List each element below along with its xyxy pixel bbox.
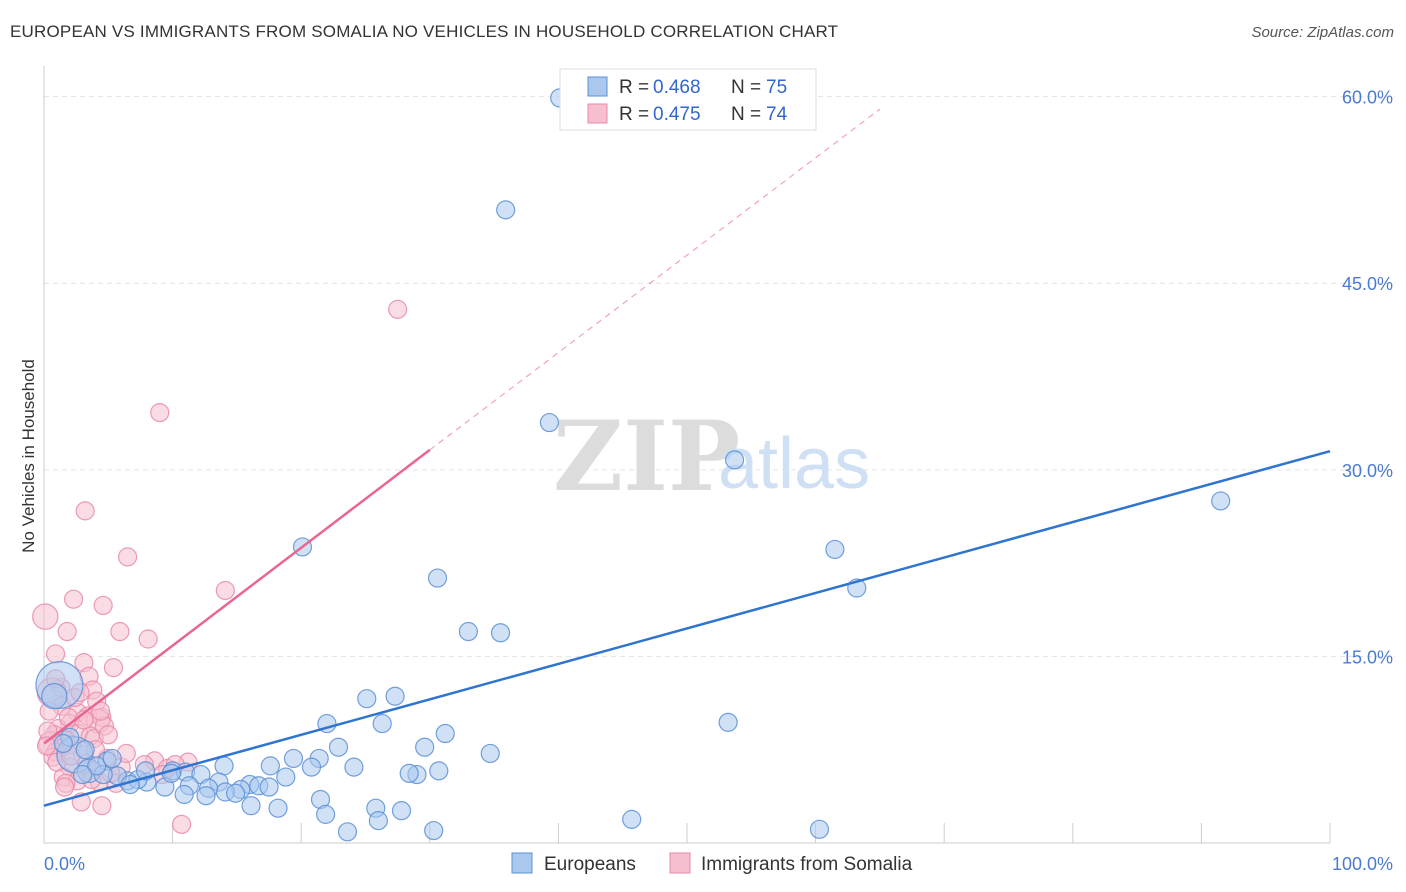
- europeans-point: [724, 450, 745, 470]
- europeans-point: [226, 783, 246, 803]
- somalia-trend-extension: [429, 108, 881, 451]
- somalia-point: [45, 644, 66, 664]
- europeans-point: [391, 801, 412, 821]
- source-credit: Source: ZipAtlas.com: [1251, 24, 1394, 41]
- somalia-point: [138, 629, 158, 649]
- europeans-point: [427, 568, 448, 588]
- europeans-point: [368, 811, 388, 831]
- europeans-point: [259, 777, 279, 797]
- europeans-point: [415, 737, 435, 757]
- tick-labels: 15.0% 30.0% 45.0% 60.0% 0.0% 100.0%: [44, 88, 1393, 874]
- europeans-trend-line: [43, 449, 1331, 807]
- series-europeans-points: [35, 88, 1231, 842]
- europeans-point: [241, 796, 261, 816]
- europeans-point: [41, 683, 68, 710]
- grid-lines: [44, 96, 1395, 657]
- somalia-point: [93, 595, 113, 616]
- somalia-point: [150, 403, 170, 423]
- legend-n-value: 75: [766, 77, 787, 98]
- somalia-point: [110, 621, 130, 642]
- somalia-point: [215, 580, 235, 601]
- somalia-point: [32, 603, 59, 630]
- legend-r-label: R =: [619, 77, 649, 98]
- y-tick-label: 30.0%: [1342, 461, 1393, 481]
- somalia-point: [98, 725, 118, 745]
- bottom-legend-swatch-somalia: [669, 852, 691, 874]
- europeans-point: [424, 820, 444, 841]
- chart-title: EUROPEAN VS IMMIGRANTS FROM SOMALIA NO V…: [10, 22, 839, 41]
- europeans-point: [75, 740, 95, 760]
- legend-r-label: R =: [619, 104, 649, 125]
- europeans-point: [539, 412, 559, 433]
- somalia-point: [57, 621, 77, 642]
- somalia-point: [92, 796, 112, 816]
- europeans-point: [357, 689, 377, 709]
- europeans-point: [809, 819, 830, 839]
- europeans-point: [260, 756, 280, 776]
- europeans-point: [214, 756, 234, 776]
- trend-lines: [43, 108, 1331, 807]
- europeans-point: [301, 757, 322, 777]
- somalia-point: [103, 658, 124, 678]
- europeans-point: [316, 804, 336, 824]
- top-legend: R = 0.468 N = 75 R = 0.475 N = 74: [559, 68, 817, 131]
- legend-n-value: 74: [766, 104, 788, 125]
- bottom-legend-label-somalia: Immigrants from Somalia: [701, 854, 913, 875]
- europeans-point: [825, 539, 845, 560]
- europeans-point: [196, 786, 216, 806]
- somalia-point: [388, 299, 408, 319]
- europeans-point: [337, 822, 358, 842]
- legend-swatch-somalia: [587, 103, 608, 124]
- europeans-point: [372, 713, 392, 734]
- europeans-point: [283, 748, 304, 769]
- y-axis-title: No Vehicles in Household: [19, 359, 38, 553]
- europeans-point: [174, 784, 194, 805]
- europeans-point: [458, 621, 478, 642]
- europeans-point: [622, 809, 642, 829]
- watermark: ZIP atlas: [553, 400, 870, 513]
- europeans-point: [1211, 491, 1231, 511]
- europeans-point: [435, 723, 455, 744]
- legend-n-label: N =: [731, 104, 761, 125]
- somalia-point: [172, 814, 192, 834]
- somalia-point: [54, 777, 75, 797]
- somalia-point: [75, 501, 95, 521]
- bottom-legend-swatch-europeans: [511, 852, 533, 874]
- x-tick-label: 0.0%: [44, 854, 85, 874]
- watermark-zip: ZIP: [553, 400, 740, 513]
- europeans-point: [53, 733, 73, 754]
- legend-r-value: 0.475: [653, 104, 701, 125]
- somalia-point: [36, 736, 57, 756]
- x-tick-label: 100.0%: [1332, 854, 1393, 874]
- europeans-point: [480, 743, 500, 764]
- somalia-trend-line: [43, 448, 431, 745]
- europeans-point: [276, 767, 296, 787]
- somalia-point: [63, 589, 84, 609]
- europeans-point: [429, 761, 449, 781]
- legend-r-value: 0.468: [653, 77, 701, 98]
- somalia-point: [117, 547, 138, 567]
- europeans-point: [268, 798, 288, 818]
- y-tick-label: 15.0%: [1342, 647, 1393, 667]
- europeans-point: [72, 764, 93, 785]
- europeans-point: [490, 623, 511, 643]
- europeans-point: [496, 200, 516, 220]
- europeans-point: [344, 757, 364, 777]
- bottom-legend-label-europeans: Europeans: [544, 854, 636, 875]
- somalia-point: [90, 701, 111, 721]
- watermark-atlas: atlas: [718, 424, 870, 504]
- y-tick-label: 60.0%: [1342, 88, 1393, 108]
- y-tick-label: 45.0%: [1342, 274, 1393, 294]
- bottom-legend: Europeans Immigrants from Somalia: [511, 852, 913, 875]
- europeans-point: [102, 748, 122, 769]
- europeans-point: [87, 756, 107, 776]
- legend-swatch-europeans: [587, 76, 608, 97]
- europeans-point: [718, 712, 738, 732]
- europeans-point: [399, 763, 419, 783]
- europeans-point: [385, 686, 405, 706]
- europeans-point: [328, 737, 349, 757]
- legend-n-label: N =: [731, 77, 761, 98]
